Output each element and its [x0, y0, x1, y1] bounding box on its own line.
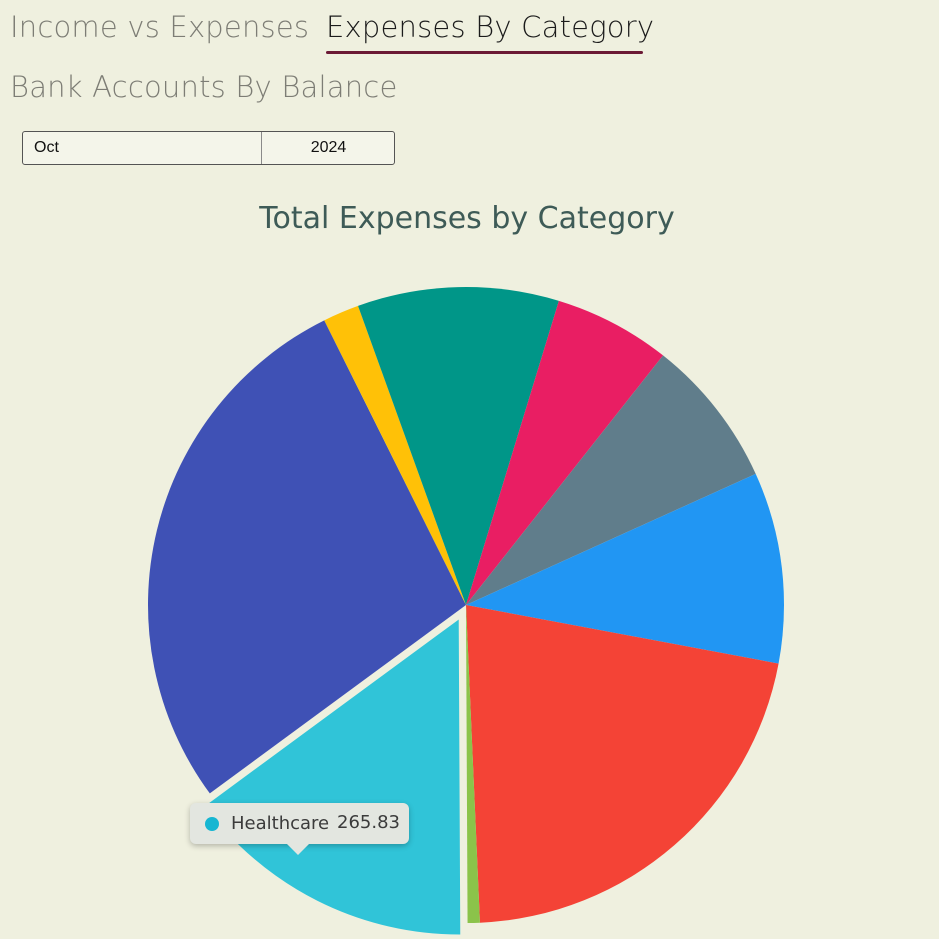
slice-tooltip: Healthcare 265.83 [190, 803, 409, 855]
pie-slice-8[interactable] [466, 300, 664, 605]
year-select[interactable]: 2024 [310, 139, 347, 156]
pie-slice-2[interactable] [466, 605, 779, 923]
pie-slice-1[interactable] [466, 605, 784, 664]
tooltip-value: 265.83 [337, 812, 400, 833]
pie-slice-3[interactable] [466, 605, 480, 923]
tab-expenses-by-category[interactable]: Expenses By Category [326, 10, 655, 44]
tooltip-color-dot [205, 817, 219, 831]
chart-title: Total Expenses by Category [258, 201, 674, 236]
pie-slice-10[interactable] [466, 473, 784, 605]
pie-slices [148, 286, 784, 937]
pie-slice-6[interactable] [324, 305, 466, 605]
pie-slice-5[interactable] [148, 320, 466, 794]
active-tab-indicator [326, 51, 643, 54]
month-select[interactable]: Oct [23, 132, 262, 164]
tab-bank-accounts-by-balance[interactable]: Bank Accounts By Balance [10, 70, 398, 104]
pie-slice-7[interactable] [358, 286, 559, 605]
tooltip-label: Healthcare [231, 813, 330, 834]
period-selector: Oct 2024 [22, 131, 395, 165]
pie-slice-9[interactable] [466, 355, 756, 605]
tab-income-vs-expenses[interactable]: Income vs Expenses [10, 10, 310, 44]
